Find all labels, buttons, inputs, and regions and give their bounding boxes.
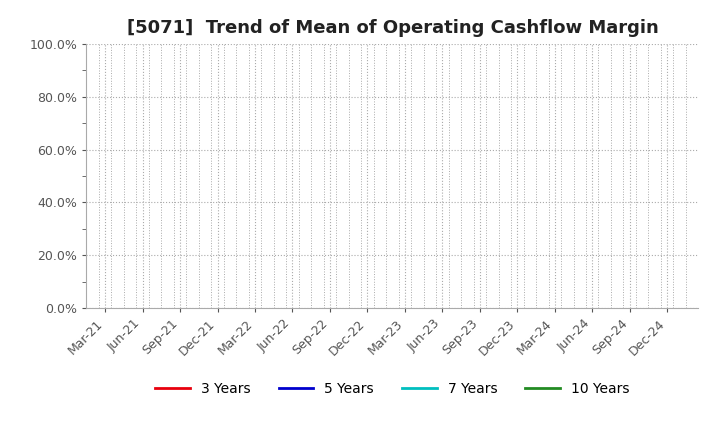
Title: [5071]  Trend of Mean of Operating Cashflow Margin: [5071] Trend of Mean of Operating Cashfl… [127, 19, 658, 37]
Legend: 3 Years, 5 Years, 7 Years, 10 Years: 3 Years, 5 Years, 7 Years, 10 Years [150, 376, 635, 401]
